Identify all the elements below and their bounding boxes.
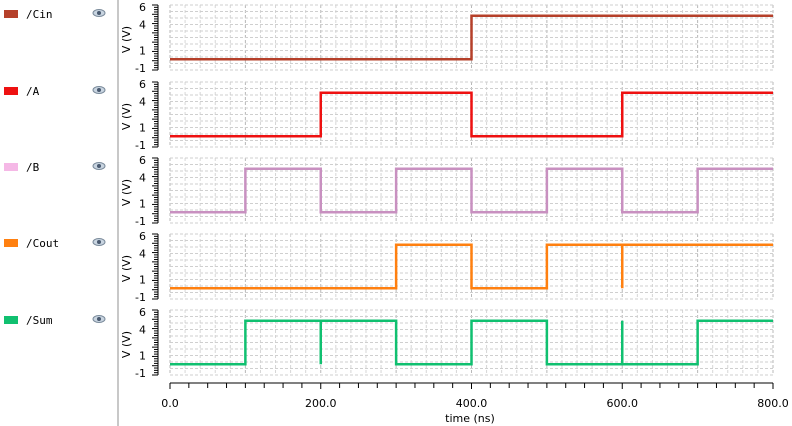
y-tick-label: 4	[139, 323, 146, 336]
panel-cin: 6 4 1 -1V (V)	[120, 1, 774, 75]
y-axis: 6 4 1 -1V (V)	[120, 306, 159, 380]
y-axis: 6 4 1 -1V (V)	[120, 230, 159, 304]
color-swatch	[4, 316, 18, 324]
y-axis-label: V (V)	[120, 179, 133, 206]
y-axis-label: V (V)	[120, 103, 133, 130]
waveform-trace[interactable]	[170, 91, 773, 138]
y-tick-label: 1	[139, 122, 146, 135]
y-axis-label: V (V)	[120, 331, 133, 358]
y-tick-label: 1	[139, 45, 146, 58]
y-axis: 6 4 1 -1V (V)	[120, 154, 159, 228]
legend-label: /A	[26, 84, 40, 98]
x-axis-label: time (ns)	[445, 412, 495, 425]
legend-label: /Sum	[26, 313, 53, 327]
y-axis: 6 4 1 -1V (V)	[120, 1, 159, 75]
y-tick-label: 4	[139, 171, 146, 184]
legend-label: /B	[26, 160, 40, 174]
y-tick-label: -1	[135, 215, 146, 228]
y-tick-label: 6	[139, 1, 146, 14]
legend-item-cin[interactable]: /Cin	[4, 7, 114, 21]
pane-divider[interactable]	[117, 0, 119, 426]
legend-item-b[interactable]: /B	[4, 160, 114, 174]
x-axis: 0.0 200.0 400.0 600.0 800.0 time (ns)	[161, 382, 789, 425]
legend-label: /Cin	[26, 7, 53, 21]
x-tick-label: 200.0	[305, 397, 337, 410]
y-tick-label: 6	[139, 230, 146, 243]
panel-cout: 6 4 1 -1V (V)	[120, 230, 774, 304]
eye-icon[interactable]	[92, 8, 106, 18]
x-tick-label: 800.0	[757, 397, 789, 410]
legend-item-a[interactable]: /A	[4, 84, 114, 98]
legend-item-cout[interactable]: /Cout	[4, 236, 114, 250]
y-axis: 6 4 1 -1V (V)	[120, 78, 159, 152]
y-tick-label: 6	[139, 306, 146, 319]
y-tick-label: 4	[139, 95, 146, 108]
panel-a: 6 4 1 -1V (V)	[120, 78, 774, 152]
y-tick-label: -1	[135, 139, 146, 152]
panel-b: 6 4 1 -1V (V)	[120, 154, 774, 228]
waveform-trace[interactable]	[170, 167, 773, 214]
eye-icon[interactable]	[92, 85, 106, 95]
y-tick-label: -1	[135, 291, 146, 304]
y-tick-label: 1	[139, 198, 146, 211]
x-tick-label: 600.0	[607, 397, 639, 410]
waveform-trace[interactable]	[170, 243, 773, 290]
eye-icon[interactable]	[92, 314, 106, 324]
color-swatch	[4, 10, 18, 18]
color-swatch	[4, 87, 18, 95]
legend-item-sum[interactable]: /Sum	[4, 313, 114, 327]
y-tick-label: -1	[135, 62, 146, 75]
x-tick-label: 0.0	[161, 397, 179, 410]
x-tick-label: 400.0	[456, 397, 488, 410]
y-tick-label: 6	[139, 154, 146, 167]
eye-icon[interactable]	[92, 237, 106, 247]
y-axis-label: V (V)	[120, 26, 133, 53]
color-swatch	[4, 163, 18, 171]
y-tick-label: -1	[135, 367, 146, 380]
signal-legend: /Cin /A /B /Cout /Sum	[0, 0, 117, 426]
y-tick-label: 1	[139, 350, 146, 363]
color-swatch	[4, 239, 18, 247]
y-tick-label: 6	[139, 78, 146, 91]
y-axis-label: V (V)	[120, 255, 133, 282]
eye-icon[interactable]	[92, 161, 106, 171]
waveform-trace[interactable]	[170, 319, 773, 366]
y-tick-label: 4	[139, 18, 146, 31]
panel-sum: 6 4 1 -1V (V)	[120, 306, 774, 380]
legend-label: /Cout	[26, 236, 60, 250]
y-tick-label: 4	[139, 247, 146, 260]
waveform-trace[interactable]	[170, 14, 773, 61]
y-tick-label: 1	[139, 274, 146, 287]
